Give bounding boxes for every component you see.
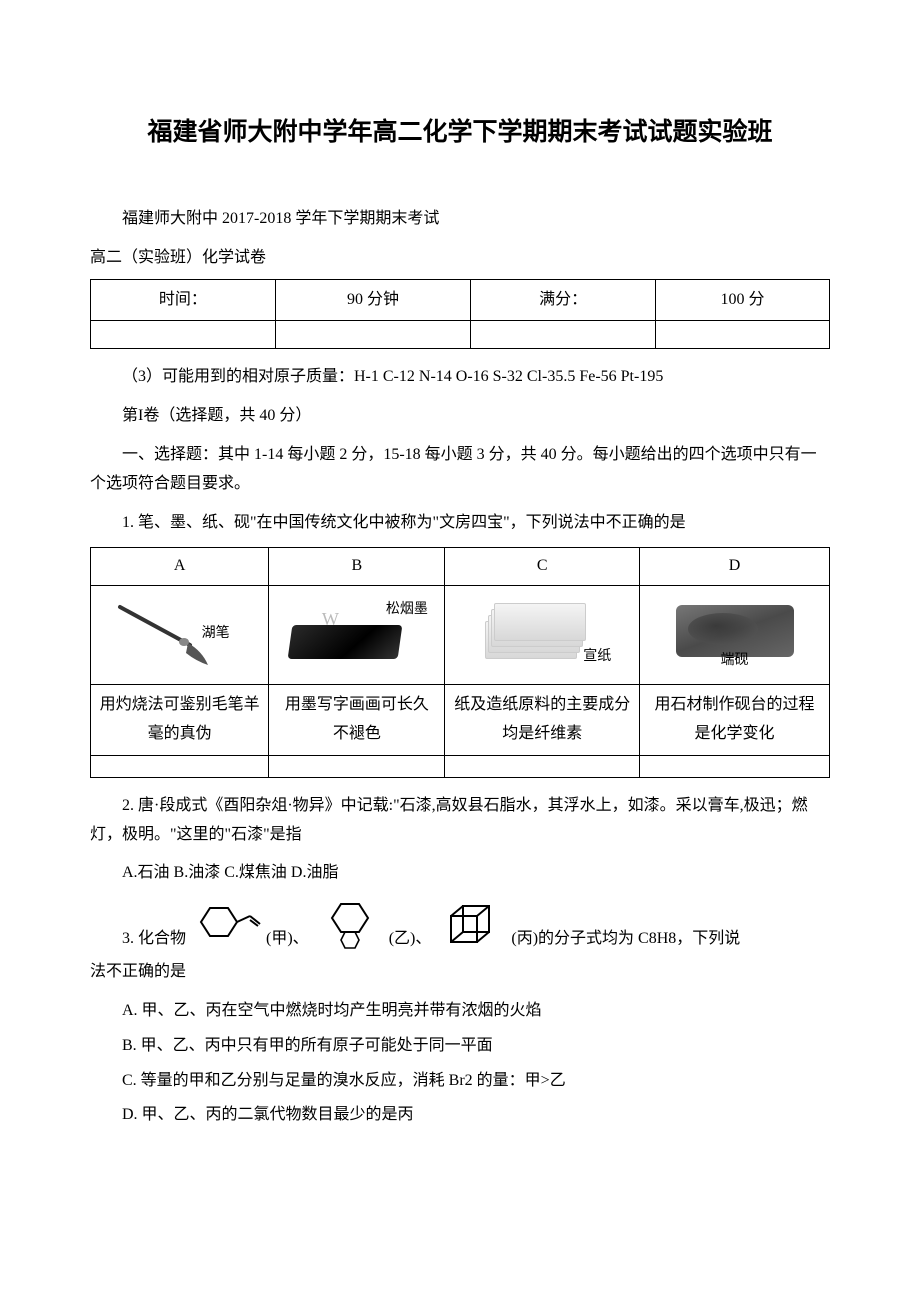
- q1-desc-b: 用墨写字画画可长久不褪色: [269, 685, 445, 756]
- table-cell: [269, 755, 445, 777]
- info-time-label: 时间：: [91, 279, 276, 321]
- q1-header-a: A: [91, 548, 269, 586]
- table-cell: [640, 755, 830, 777]
- table-cell: [655, 321, 829, 349]
- page-title: 福建省师大附中学年高二化学下学期期末考试试题实验班: [90, 110, 830, 155]
- q1-image-paper: .C 宣纸: [445, 586, 640, 685]
- q1-image-ink: W 松烟墨: [269, 586, 445, 685]
- exam-info-table: 时间： 90 分钟 满分： 100 分: [90, 279, 830, 350]
- table-row: [91, 321, 830, 349]
- q1-desc-a: 用灼烧法可鉴别毛笔羊毫的真伪: [91, 685, 269, 756]
- q3-option-a: A. 甲、乙、丙在空气中燃烧时均产生明亮并带有浓烟的火焰: [90, 997, 830, 1026]
- brush-label: 湖笔: [202, 627, 230, 642]
- q3-suffix: (丙)的分子式均为 C8H8，下列说: [511, 925, 740, 954]
- q1-header-c: C: [445, 548, 640, 586]
- q3-tail: 法不正确的是: [90, 958, 830, 987]
- info-score-value: 100 分: [655, 279, 829, 321]
- subtitle-line-2: 高二（实验班）化学试卷: [90, 244, 830, 273]
- table-row: 用灼烧法可鉴别毛笔羊毫的真伪 用墨写字画画可长久不褪色 纸及造纸原料的主要成分均…: [91, 685, 830, 756]
- table-cell: [91, 755, 269, 777]
- atomic-mass-note: （3）可能用到的相对原子质量：H-1 C-12 N-14 O-16 S-32 C…: [90, 363, 830, 392]
- paper-label: 宣纸: [583, 644, 611, 669]
- paper-stack-icon: [485, 603, 581, 663]
- q2-options: A.石油 B.油漆 C.煤焦油 D.油脂: [90, 859, 830, 888]
- q1-stem: 1. 笔、墨、纸、砚"在中国传统文化中被称为"文房四宝"，下列说法中不正确的是: [90, 509, 830, 538]
- info-time-value: 90 分钟: [275, 279, 470, 321]
- mc-instructions: 一、选择题：其中 1-14 每小题 2 分，15-18 每小题 3 分，共 40…: [90, 441, 830, 499]
- subtitle-line-1: 福建师大附中 2017-2018 学年下学期期末考试: [90, 205, 830, 234]
- ink-bar-icon: [287, 625, 402, 659]
- q3-mid1: (甲)、: [266, 925, 309, 954]
- molecule-yi-icon: [311, 898, 387, 954]
- q1-image-inkstone: 端砚: [640, 586, 830, 685]
- q3-stem-line: 3. 化合物 (甲)、 (乙)、 (丙)的分子式均为 C8H8，下列说: [90, 898, 830, 954]
- table-row: A B C D: [91, 548, 830, 586]
- table-row: 时间： 90 分钟 满分： 100 分: [91, 279, 830, 321]
- q1-image-brush: 湖笔: [91, 586, 269, 685]
- inkstone-label: 端砚: [660, 648, 810, 673]
- q1-options-table: A B C D 湖笔 W 松烟墨: [90, 547, 830, 777]
- ink-label: 松烟墨: [386, 597, 428, 622]
- molecule-bing-icon: [433, 898, 509, 954]
- q3-option-b: B. 甲、乙、丙中只有甲的所有原子可能处于同一平面: [90, 1032, 830, 1061]
- q3-option-d: D. 甲、乙、丙的二氯代物数目最少的是丙: [90, 1101, 830, 1130]
- q1-header-b: B: [269, 548, 445, 586]
- molecule-jia-icon: [188, 898, 264, 954]
- table-cell: [91, 321, 276, 349]
- q1-header-d: D: [640, 548, 830, 586]
- q3-option-c: C. 等量的甲和乙分别与足量的溴水反应，消耗 Br2 的量：甲>乙: [90, 1067, 830, 1096]
- info-score-label: 满分：: [471, 279, 656, 321]
- table-row: 湖笔 W 松烟墨 .C: [91, 586, 830, 685]
- table-cell: [275, 321, 470, 349]
- q3-mid2: (乙)、: [389, 925, 432, 954]
- section-1-heading: 第I卷（选择题，共 40 分）: [90, 402, 830, 431]
- q2-stem: 2. 唐·段成式《酉阳杂俎·物异》中记载:"石漆,高奴县石脂水，其浮水上，如漆。…: [90, 792, 830, 850]
- table-cell: [471, 321, 656, 349]
- q3-prefix: 3. 化合物: [122, 925, 186, 954]
- q1-desc-c: 纸及造纸原料的主要成分均是纤维素: [445, 685, 640, 756]
- table-row: [91, 755, 830, 777]
- table-cell: [445, 755, 640, 777]
- q1-desc-d: 用石材制作砚台的过程是化学变化: [640, 685, 830, 756]
